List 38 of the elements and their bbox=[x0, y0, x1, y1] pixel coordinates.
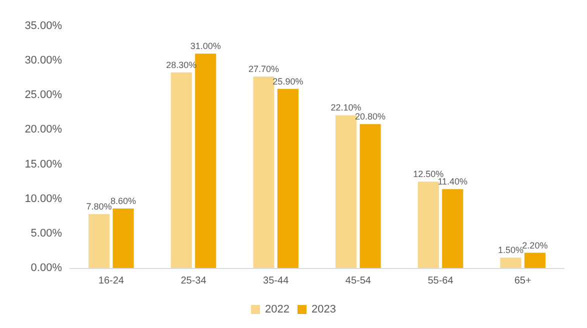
bar bbox=[88, 214, 110, 268]
bar bbox=[170, 72, 192, 268]
y-tick-label: 30.00% bbox=[24, 54, 62, 67]
y-tick-label: 35.00% bbox=[24, 20, 62, 32]
y-tick-label: 20.00% bbox=[24, 124, 62, 136]
bar bbox=[336, 115, 357, 268]
data-label: 1.50% bbox=[498, 245, 524, 256]
y-tick-label: 0.00% bbox=[30, 262, 62, 274]
x-tick-label: 65+ bbox=[514, 276, 532, 286]
bar bbox=[360, 124, 381, 268]
x-tick-label: 25-34 bbox=[180, 276, 207, 286]
bar bbox=[253, 76, 274, 268]
data-label: 31.00% bbox=[190, 41, 221, 52]
y-tick-label: 15.00% bbox=[24, 158, 62, 170]
bar bbox=[442, 189, 464, 268]
bar bbox=[112, 208, 134, 268]
y-tick-label: 10.00% bbox=[24, 192, 62, 205]
bar bbox=[524, 252, 546, 268]
y-tick-label: 5.00% bbox=[30, 227, 62, 240]
x-tick-label: 55-64 bbox=[428, 276, 454, 286]
bar bbox=[195, 54, 216, 268]
data-label: 22.10% bbox=[330, 102, 362, 113]
x-tick-label: 45-54 bbox=[345, 276, 372, 286]
bar bbox=[277, 88, 298, 268]
data-label: 20.80% bbox=[355, 112, 386, 122]
legend-label: 2022 bbox=[265, 304, 290, 316]
legend-label: 2023 bbox=[312, 304, 336, 316]
x-tick-label: 35-44 bbox=[263, 276, 290, 286]
data-label: 11.40% bbox=[438, 176, 468, 187]
x-tick-label: 16-24 bbox=[98, 276, 124, 286]
bar bbox=[500, 258, 522, 268]
data-label: 7.80% bbox=[86, 202, 112, 212]
y-tick-label: 25.00% bbox=[24, 89, 62, 102]
data-label: 2.20% bbox=[522, 240, 548, 250]
data-label: 12.50% bbox=[413, 169, 444, 180]
bar bbox=[418, 182, 439, 268]
data-label: 27.70% bbox=[248, 64, 279, 74]
data-label: 8.60% bbox=[110, 196, 136, 206]
